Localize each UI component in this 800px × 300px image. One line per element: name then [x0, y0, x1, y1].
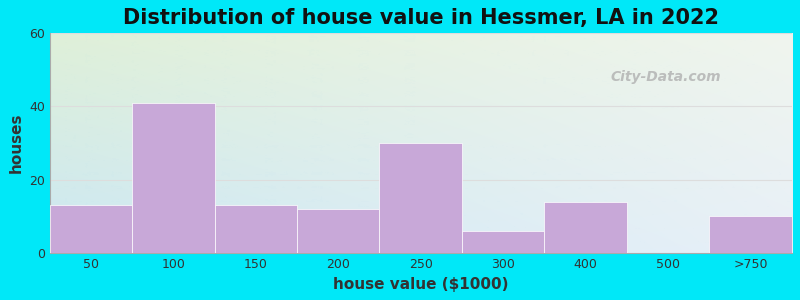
Bar [50, 206, 132, 253]
Bar [132, 103, 214, 253]
Text: City-Data.com: City-Data.com [610, 70, 721, 84]
Bar [544, 202, 626, 253]
Bar [214, 206, 297, 253]
Bar [462, 231, 544, 253]
Title: Distribution of house value in Hessmer, LA in 2022: Distribution of house value in Hessmer, … [122, 8, 718, 28]
Bar [710, 217, 792, 253]
Y-axis label: houses: houses [8, 113, 23, 173]
Bar [379, 143, 462, 253]
Bar [297, 209, 379, 253]
X-axis label: house value ($1000): house value ($1000) [333, 277, 508, 292]
